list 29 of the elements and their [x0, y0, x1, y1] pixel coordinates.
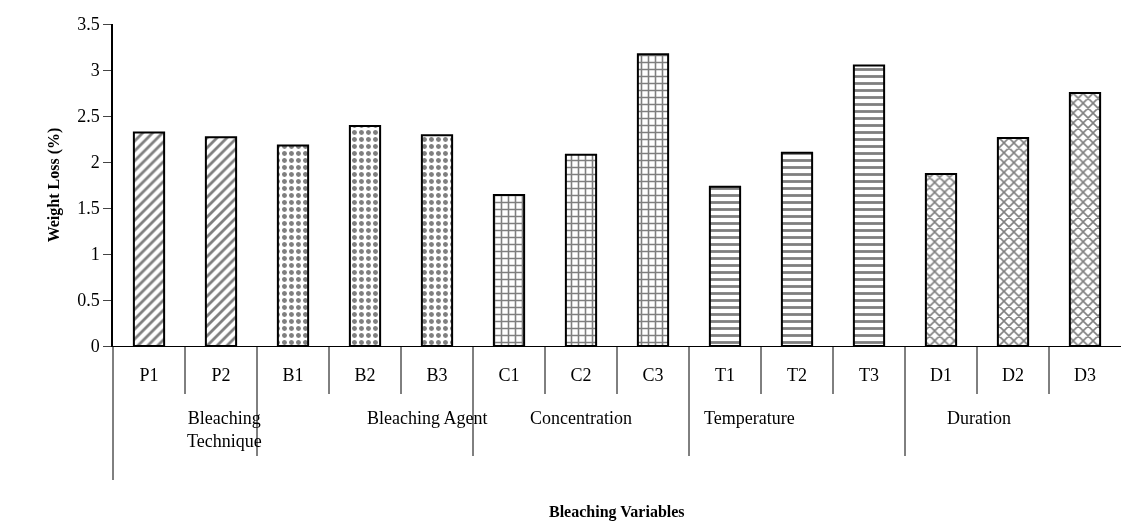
y-tick-label: 0.5 — [77, 290, 100, 311]
y-axis-title: Weight Loss (%) — [44, 127, 63, 243]
y-tick-label: 2.5 — [77, 106, 100, 127]
text: Bleaching Variables — [549, 503, 685, 521]
text: Bleaching Agent — [367, 408, 488, 428]
x-tick-label: T3 — [859, 364, 879, 385]
x-tick-label: D1 — [930, 364, 952, 385]
y-tick-label: 3 — [90, 60, 100, 81]
text: Temperature — [704, 408, 795, 428]
y-tick-label: 3.5 — [77, 14, 100, 35]
x-tick-label: C1 — [498, 364, 520, 385]
x-tick-label: B3 — [426, 364, 448, 385]
x-tick-label: C2 — [570, 364, 592, 385]
x-tick-label: P2 — [211, 364, 231, 385]
x-tick-label: D2 — [1002, 364, 1024, 385]
x-tick-label: T2 — [787, 364, 807, 385]
x-tick-label: B1 — [282, 364, 304, 385]
x-tick-label: D3 — [1074, 364, 1096, 385]
y-tick-label: 1.5 — [77, 198, 100, 219]
y-tick-label: 0 — [90, 336, 100, 357]
text: Duration — [947, 408, 1011, 428]
text: Concentration — [530, 408, 632, 428]
x-tick-label: T1 — [715, 364, 735, 385]
y-tick-label: 2 — [90, 152, 100, 173]
x-tick-label: C3 — [642, 364, 664, 385]
x-tick-label: P1 — [139, 364, 159, 385]
text: Bleaching Technique — [187, 408, 262, 452]
y-tick-label: 1 — [90, 244, 100, 265]
x-tick-label: B2 — [354, 364, 376, 385]
